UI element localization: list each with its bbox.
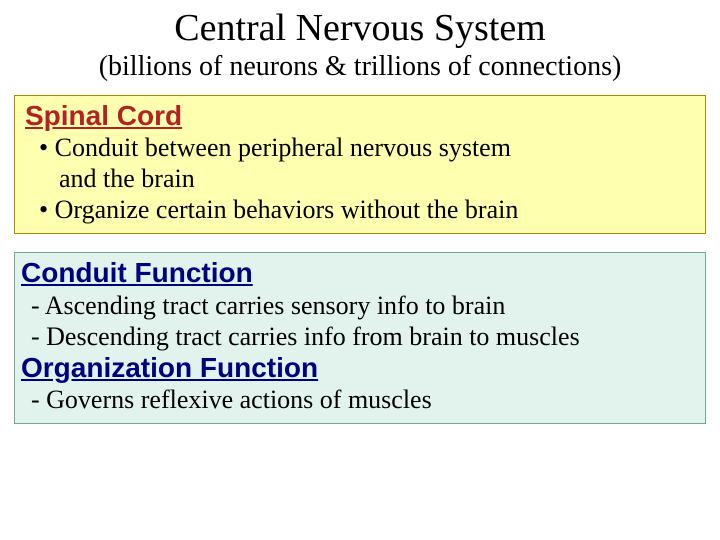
spinal-cord-heading: Spinal Cord bbox=[25, 100, 695, 132]
slide: Central Nervous System (billions of neur… bbox=[0, 8, 720, 540]
body-line: - Governs reflexive actions of muscles bbox=[31, 384, 699, 415]
slide-subtitle: (billions of neurons & trillions of conn… bbox=[0, 52, 720, 83]
spinal-cord-box: Spinal Cord • Conduit between peripheral… bbox=[14, 95, 706, 235]
slide-title: Central Nervous System bbox=[0, 8, 720, 50]
organization-function-heading: Organization Function bbox=[21, 352, 699, 384]
bullet-line: • Conduit between peripheral nervous sys… bbox=[39, 132, 695, 163]
functions-box: Conduit Function - Ascending tract carri… bbox=[14, 252, 706, 424]
bullet-line: • Organize certain behaviors without the… bbox=[39, 194, 695, 225]
body-line: - Ascending tract carries sensory info t… bbox=[31, 290, 699, 321]
body-line: - Descending tract carries info from bra… bbox=[31, 321, 699, 352]
conduit-function-heading: Conduit Function bbox=[21, 257, 699, 289]
bullet-line: and the brain bbox=[59, 163, 695, 194]
